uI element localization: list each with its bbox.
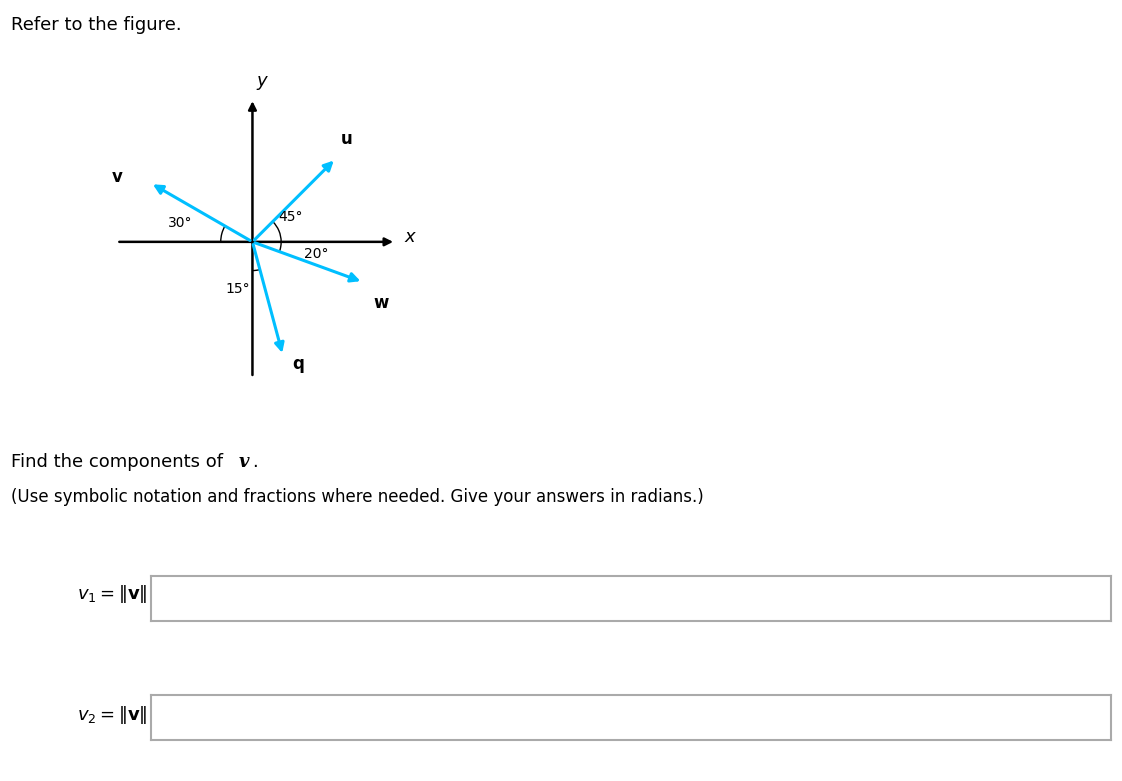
Text: $x$: $x$ (404, 228, 417, 246)
Text: (Use symbolic notation and fractions where needed. Give your answers in radians.: (Use symbolic notation and fractions whe… (11, 488, 703, 506)
Text: $\mathbf{q}$: $\mathbf{q}$ (292, 357, 304, 375)
Text: 20°: 20° (304, 248, 328, 262)
Text: Find the components of: Find the components of (11, 453, 229, 471)
Text: $v_2 = \|\mathbf{v}\|\cdot$: $v_2 = \|\mathbf{v}\|\cdot$ (76, 704, 157, 726)
Text: $\mathbf{u}$: $\mathbf{u}$ (340, 130, 352, 148)
Text: $y$: $y$ (256, 74, 269, 92)
Text: $v_1 = \|\mathbf{v}\|\cdot$: $v_1 = \|\mathbf{v}\|\cdot$ (76, 583, 157, 604)
Text: Refer to the figure.: Refer to the figure. (11, 16, 182, 34)
Text: 15°: 15° (226, 282, 250, 296)
Text: 30°: 30° (167, 216, 192, 230)
Text: 45°: 45° (278, 210, 303, 223)
Text: .: . (252, 453, 258, 471)
Text: v: v (239, 453, 249, 471)
Text: $\mathbf{v}$: $\mathbf{v}$ (111, 168, 123, 186)
Text: $\mathbf{w}$: $\mathbf{w}$ (373, 294, 389, 312)
